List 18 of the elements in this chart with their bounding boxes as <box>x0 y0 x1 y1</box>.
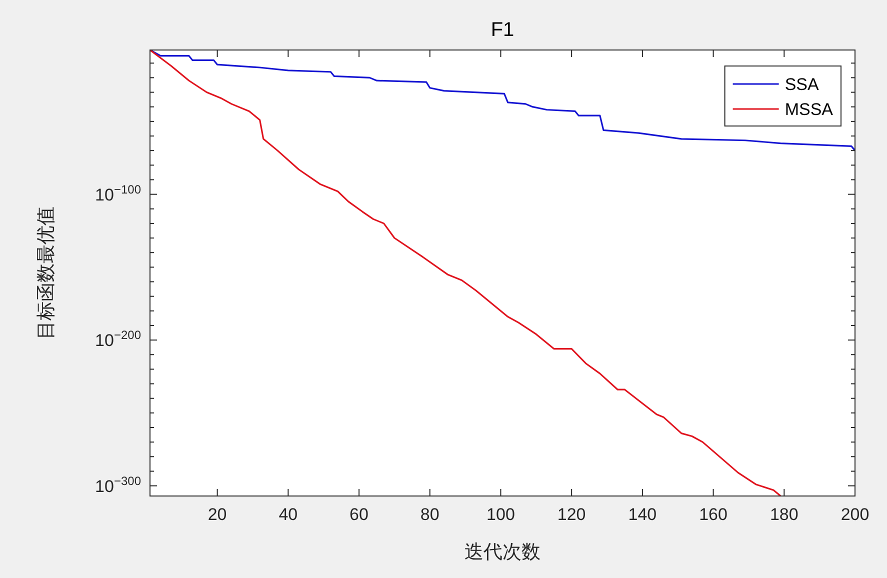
ylabel: 目标函数最优值 <box>35 206 57 340</box>
xlabel: 迭代次数 <box>464 541 540 563</box>
xtick-label: 20 <box>208 505 227 524</box>
ytick-label: 10$^{−200}$ <box>95 328 141 350</box>
legend-label: SSA <box>784 75 819 94</box>
title: F1 <box>490 19 514 41</box>
xtick-label: 100 <box>486 505 515 524</box>
xtick-label: 80 <box>420 505 440 524</box>
xtick-label: 200 <box>840 505 870 524</box>
legend-label: MSSA <box>784 100 833 119</box>
xtick-label: 140 <box>628 505 657 524</box>
xtick-label: 60 <box>350 505 368 524</box>
xtick-label: 180 <box>770 505 798 524</box>
xtick-label: 160 <box>699 505 728 524</box>
xtick-label: 40 <box>278 505 298 524</box>
xtick-label: 120 <box>557 505 586 524</box>
ytick-label: 10$^{−300}$ <box>95 474 141 496</box>
ytick-label: 10$^{−100}$ <box>95 182 141 204</box>
